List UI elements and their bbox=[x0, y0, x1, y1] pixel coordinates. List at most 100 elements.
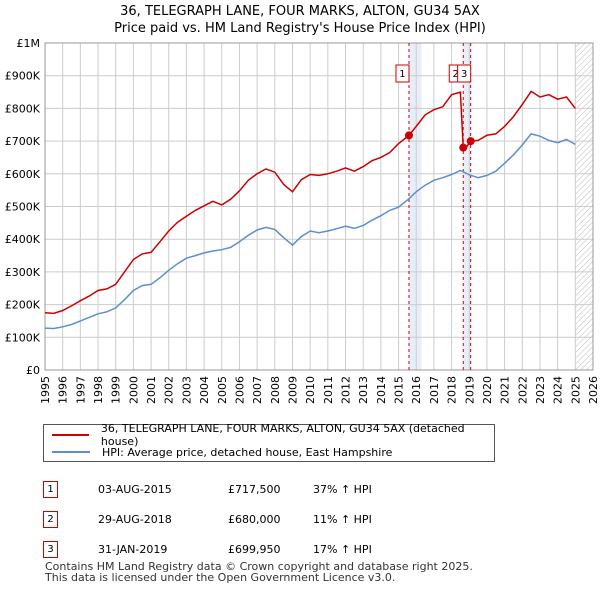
chart-subtitle: Price paid vs. HM Land Registry's House … bbox=[114, 21, 486, 36]
y-tick-label: £400K bbox=[5, 233, 41, 246]
plot-frame bbox=[44, 42, 594, 371]
sales-table: 1 03-AUG-2015 £717,500 37% ↑ HPI 2 29-AU… bbox=[43, 474, 372, 564]
sale-label-box bbox=[457, 64, 472, 83]
x-tick-label: 2005 bbox=[216, 376, 229, 404]
x-tick-label: 2013 bbox=[357, 376, 370, 404]
legend-swatch-property bbox=[52, 434, 89, 436]
x-tick-label: 2006 bbox=[233, 376, 246, 404]
x-tick-group: 2018 bbox=[446, 376, 459, 404]
x-tick-label: 2019 bbox=[463, 376, 476, 404]
x-tick-label: 2016 bbox=[410, 376, 423, 404]
x-tick-label: 2018 bbox=[446, 376, 459, 404]
x-tick-label: 2000 bbox=[127, 376, 140, 404]
x-tick-group: 2021 bbox=[499, 376, 512, 404]
y-tick-label: £800K bbox=[5, 102, 41, 115]
sale-hpi-change: 37% ↑ HPI bbox=[313, 482, 372, 496]
x-tick-group: 2000 bbox=[127, 376, 140, 404]
x-tick-label: 2021 bbox=[499, 376, 512, 404]
y-tick-label: £900K bbox=[5, 70, 41, 83]
x-tick-label: 2009 bbox=[286, 376, 299, 404]
x-tick-label: 2014 bbox=[375, 376, 388, 404]
footer-licence: This data is licensed under the Open Gov… bbox=[45, 571, 396, 584]
legend-label-hpi: HPI: Average price, detached house, East… bbox=[102, 445, 393, 459]
sale-price: £680,000 bbox=[228, 512, 281, 526]
x-tick-group: 2008 bbox=[269, 376, 282, 404]
hpi-line bbox=[44, 133, 576, 330]
x-tick-label: 2007 bbox=[251, 376, 264, 404]
x-tick-label: 2010 bbox=[304, 376, 317, 404]
x-tick-group: 2014 bbox=[375, 376, 388, 404]
x-tick-label: 1999 bbox=[110, 376, 123, 404]
sale-label: 2 bbox=[453, 69, 459, 80]
x-tick-group: 2020 bbox=[481, 376, 494, 404]
x-tick-group: 2013 bbox=[357, 376, 370, 404]
y-tick-label: £300K bbox=[5, 266, 41, 279]
price-chart: £0 £100K £200K £300K £400K £500K £600K £700K £80… bbox=[5, 37, 600, 404]
property-price-line bbox=[44, 90, 576, 315]
x-tick-group: 2012 bbox=[340, 376, 353, 404]
x-tick-label: 1998 bbox=[92, 376, 105, 404]
y-tick-label: £600K bbox=[5, 168, 41, 181]
legend: 36, TELEGRAPH LANE, FOUR MARKS, ALTON, G… bbox=[43, 422, 495, 462]
y-tick-label: £500K bbox=[5, 201, 41, 214]
x-tick-group: 2011 bbox=[322, 376, 335, 404]
legend-item-property: 36, TELEGRAPH LANE, FOUR MARKS, ALTON, G… bbox=[52, 422, 494, 448]
x-tick-label: 1995 bbox=[39, 376, 52, 404]
sale-point bbox=[404, 131, 413, 140]
y-tick-label: £0 bbox=[26, 364, 40, 377]
x-tick-group: 2002 bbox=[163, 376, 176, 404]
x-tick-label: 2004 bbox=[198, 376, 211, 404]
x-tick-group: 1999 bbox=[110, 376, 123, 404]
sale-date: 31-JAN-2019 bbox=[98, 542, 168, 556]
x-tick-group: 2015 bbox=[393, 376, 406, 404]
x-tick-label: 1996 bbox=[57, 376, 70, 404]
sale-price: £717,500 bbox=[228, 482, 281, 496]
sale-point bbox=[459, 143, 468, 152]
sale-label: 1 bbox=[399, 69, 405, 80]
x-tick-group: 2016 bbox=[410, 376, 423, 404]
table-row: 2 29-AUG-2018 £680,000 11% ↑ HPI bbox=[43, 504, 372, 534]
footer-copyright: Contains HM Land Registry data © Crown c… bbox=[45, 560, 473, 573]
x-tick-label: 2023 bbox=[534, 376, 547, 404]
x-tick-group: 2005 bbox=[216, 376, 229, 404]
sale-hpi-change: 11% ↑ HPI bbox=[313, 512, 372, 526]
x-tick-group: 1995 bbox=[39, 376, 52, 404]
sale-number-badge: 3 bbox=[43, 540, 58, 558]
sale-hpi-change: 17% ↑ HPI bbox=[313, 542, 372, 556]
legend-label-property: 36, TELEGRAPH LANE, FOUR MARKS, ALTON, G… bbox=[100, 422, 465, 448]
table-row: 1 03-AUG-2015 £717,500 37% ↑ HPI bbox=[43, 474, 372, 504]
x-tick-group: 2001 bbox=[145, 376, 158, 404]
legend-item-hpi: HPI: Average price, detached house, East… bbox=[52, 444, 392, 460]
sale-label: 3 bbox=[461, 69, 467, 80]
x-tick-group: 2017 bbox=[428, 376, 441, 404]
x-tick-group: 2009 bbox=[286, 376, 299, 404]
y-tick-label: £700K bbox=[5, 135, 41, 148]
sale-date: 29-AUG-2018 bbox=[98, 512, 172, 526]
y-tick-label: £1M bbox=[17, 37, 41, 50]
x-tick-label: 2026 bbox=[587, 376, 600, 404]
x-tick-label: 2001 bbox=[145, 376, 158, 404]
table-row: 3 31-JAN-2019 £699,950 17% ↑ HPI bbox=[43, 534, 372, 564]
sale-number-badge: 2 bbox=[43, 510, 58, 528]
x-tick-group: 2022 bbox=[516, 376, 529, 404]
x-tick-label: 2011 bbox=[322, 376, 335, 404]
x-tick-group: 2023 bbox=[534, 376, 547, 404]
x-tick-label: 2020 bbox=[481, 376, 494, 404]
x-tick-group: 2019 bbox=[463, 376, 476, 404]
x-tick-group: 1998 bbox=[92, 376, 105, 404]
x-tick-group: 2026 bbox=[587, 376, 600, 404]
sale-date: 03-AUG-2015 bbox=[98, 482, 172, 496]
x-tick-group: 2024 bbox=[552, 376, 565, 404]
x-tick-group: 2025 bbox=[569, 376, 582, 404]
chart-title: 36, TELEGRAPH LANE, FOUR MARKS, ALTON, G… bbox=[120, 4, 480, 19]
sale-number-badge: 1 bbox=[43, 480, 58, 498]
x-tick-label: 2025 bbox=[569, 376, 582, 404]
x-tick-group: 2010 bbox=[304, 376, 317, 404]
legend-swatch-hpi bbox=[52, 451, 90, 453]
sale-point bbox=[466, 137, 475, 146]
x-tick-label: 2012 bbox=[340, 376, 353, 404]
x-tick-label: 2022 bbox=[516, 376, 529, 404]
x-tick-group: 2004 bbox=[198, 376, 211, 404]
x-tick-label: 2015 bbox=[393, 376, 406, 404]
x-tick-group: 1997 bbox=[74, 376, 87, 404]
